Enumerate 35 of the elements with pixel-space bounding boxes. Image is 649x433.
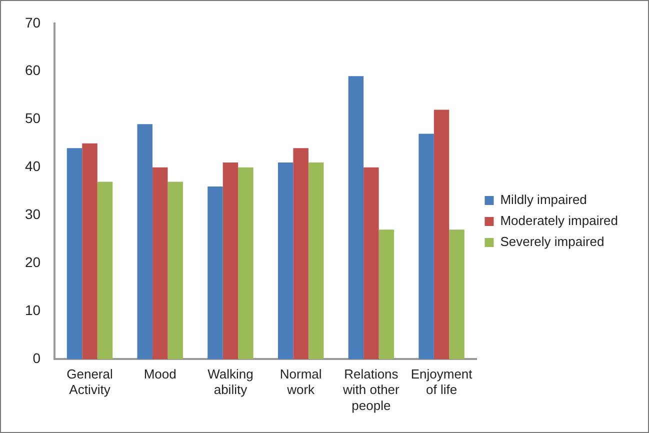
- y-tick-label: 20: [24, 254, 41, 270]
- bar: [168, 182, 183, 360]
- x-tick-label: General Activity: [66, 366, 113, 398]
- bar: [449, 230, 464, 360]
- bar: [152, 167, 168, 360]
- y-tick-label: 50: [24, 110, 41, 126]
- bar: [208, 186, 223, 360]
- x-tick-label: Normal work: [280, 366, 322, 398]
- y-tick-label: 30: [24, 206, 41, 222]
- bar: [364, 167, 379, 360]
- x-tick-label: Mood: [144, 366, 176, 382]
- bar: [137, 124, 152, 360]
- bar: [97, 182, 113, 360]
- bar: [293, 148, 308, 360]
- y-tick-label: 10: [24, 302, 41, 318]
- x-tick-label: Walking ability: [208, 366, 254, 398]
- y-tick-label: 70: [24, 14, 41, 30]
- legend-label: Moderately impaired: [500, 213, 618, 228]
- bar: [82, 143, 98, 360]
- bar: [238, 167, 254, 360]
- bar: [308, 162, 324, 360]
- y-tick-label: 60: [24, 62, 41, 78]
- y-tick-label: 40: [24, 158, 41, 174]
- x-tick-label: Enjoyment of life: [410, 366, 473, 398]
- bar: [378, 230, 394, 360]
- bar: [66, 148, 82, 360]
- x-tick-label: Relations with other people: [342, 366, 400, 413]
- y-tick-label: 0: [32, 350, 41, 366]
- legend-label: Severely impaired: [500, 234, 604, 250]
- bar: [222, 162, 238, 360]
- bar: [434, 110, 450, 360]
- bar: [418, 134, 434, 360]
- bar: [348, 76, 364, 360]
- bar: [278, 162, 294, 360]
- legend-label: Mildly impaired: [500, 192, 587, 208]
